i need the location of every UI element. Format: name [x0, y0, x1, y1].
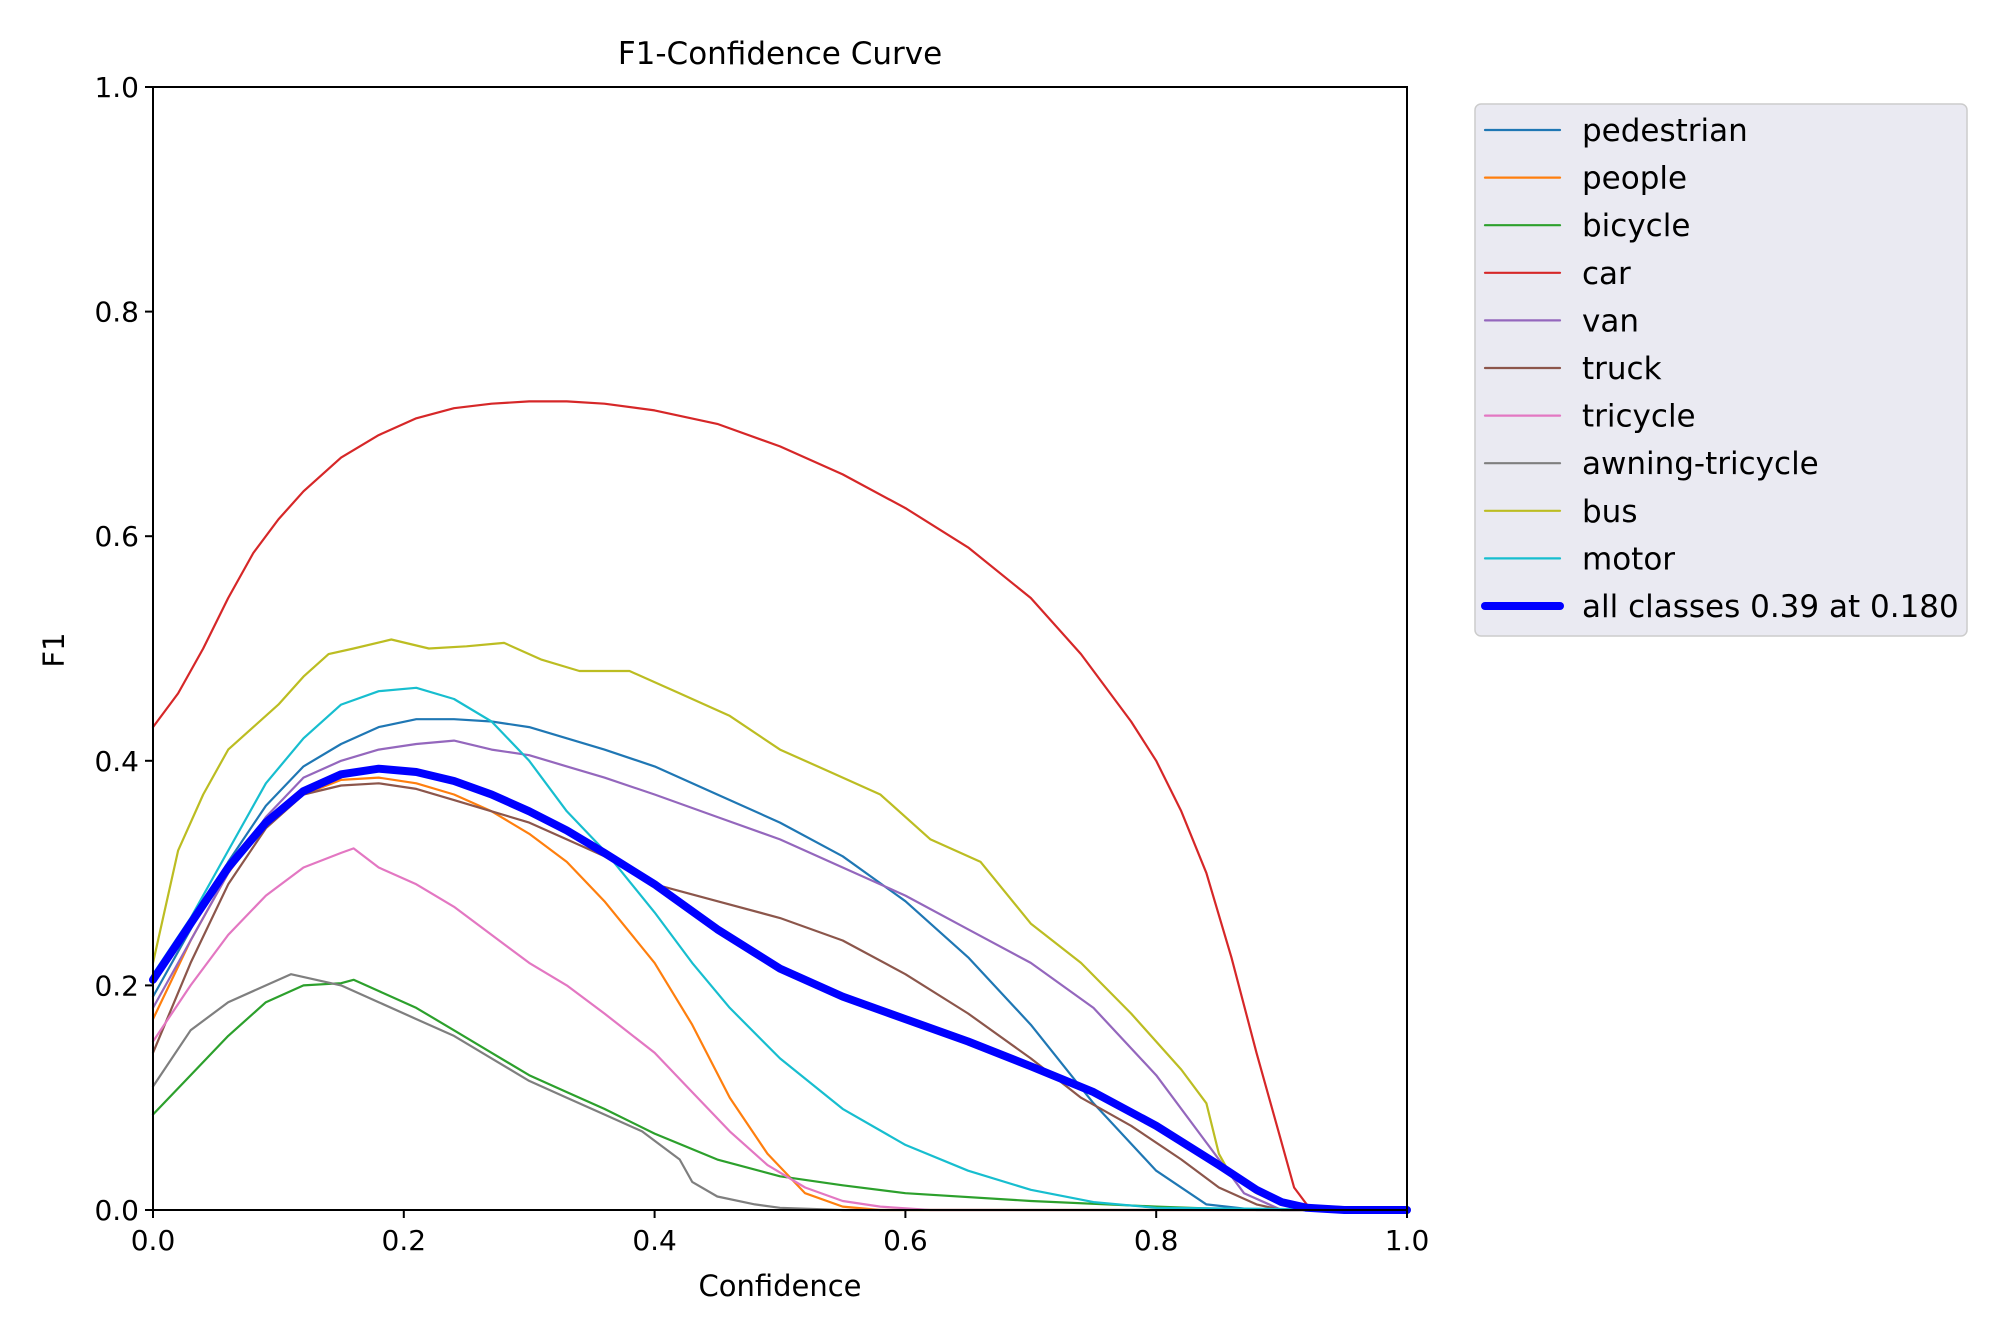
series-line-bicycle — [151, 978, 1409, 1212]
legend-entry: motor — [1582, 541, 1675, 577]
y-tick-label: 1.0 — [94, 71, 139, 104]
series-line-car — [151, 400, 1409, 1212]
x-tick-label: 0.4 — [632, 1224, 677, 1257]
y-tick-label: 0.8 — [94, 296, 139, 329]
series-line-van — [151, 739, 1409, 1212]
x-tick-label: 0.8 — [1134, 1224, 1179, 1257]
legend-entry: bicycle — [1582, 208, 1690, 244]
y-tick-label: 0.0 — [94, 1194, 139, 1227]
axes-frame — [152, 86, 1408, 1211]
legend-entry: all classes 0.39 at 0.180 — [1582, 589, 1959, 625]
plot-area — [149, 400, 1411, 1214]
x-tick-label: 0.0 — [131, 1224, 176, 1257]
chart-title: F1-Confidence Curve — [618, 36, 942, 72]
series-line-pedestrian — [151, 718, 1409, 1212]
legend-entry: bus — [1582, 494, 1637, 530]
y-tick-label: 0.6 — [94, 520, 139, 553]
legend-entry: tricycle — [1582, 399, 1696, 435]
series-line-bus — [151, 638, 1409, 1212]
axis-ticks: 0.0 0.2 0.4 0.6 0.8 1.0 0.0 0.2 0.4 0.6 0.8 1.0 — [94, 71, 1429, 1257]
x-tick-label: 0.6 — [883, 1224, 928, 1257]
legend-entry: car — [1582, 256, 1631, 292]
legend-entry: awning-tricycle — [1582, 446, 1819, 482]
x-tick-label: 1.0 — [1385, 1224, 1430, 1257]
legend-entry: van — [1582, 303, 1639, 339]
legend-box — [1474, 103, 1968, 637]
x-tick-label: 0.2 — [382, 1224, 427, 1257]
series-line-motor — [151, 686, 1409, 1212]
legend-entry: pedestrian — [1582, 113, 1748, 149]
series-line-truck — [151, 782, 1409, 1212]
series-line-all — [149, 764, 1411, 1214]
series-line-tricycle — [151, 847, 1409, 1212]
legend-entry: people — [1582, 161, 1687, 197]
series-line-people — [151, 776, 1409, 1212]
series-line-awning-tricycle — [151, 973, 1409, 1212]
y-axis-label: F1 — [37, 632, 71, 667]
y-tick-label: 0.2 — [94, 969, 139, 1002]
legend: pedestrian people bicycle car van truck tricyc… — [1474, 103, 1968, 637]
x-axis-label: Confidence — [698, 1269, 861, 1303]
legend-entry: truck — [1582, 351, 1662, 387]
y-tick-label: 0.4 — [94, 745, 139, 778]
